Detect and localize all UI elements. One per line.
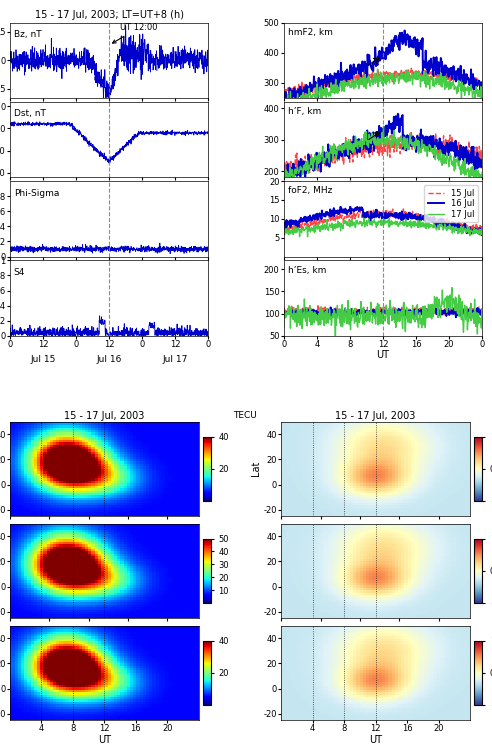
Text: Dst, nT: Dst, nT xyxy=(14,110,46,118)
Text: Phi-Sigma: Phi-Sigma xyxy=(14,189,59,198)
Text: Jul 17: Jul 17 xyxy=(162,355,188,364)
Title: 15 - 17 Jul, 2003; LT=UT+8 (h): 15 - 17 Jul, 2003; LT=UT+8 (h) xyxy=(34,10,184,20)
Y-axis label: Lat: Lat xyxy=(251,461,261,476)
Text: S4: S4 xyxy=(14,268,25,277)
Text: Jul 16: Jul 16 xyxy=(96,355,122,364)
X-axis label: UT: UT xyxy=(369,734,382,745)
X-axis label: UT: UT xyxy=(376,350,390,361)
Text: Jul 15: Jul 15 xyxy=(30,355,56,364)
Legend: 15 Jul, 16 Jul, 17 Jul: 15 Jul, 16 Jul, 17 Jul xyxy=(425,185,478,222)
Text: foF2, MHz: foF2, MHz xyxy=(288,186,332,195)
Text: hmF2, km: hmF2, km xyxy=(288,28,333,37)
Text: h’Es, km: h’Es, km xyxy=(288,266,326,274)
Text: TECU: TECU xyxy=(233,411,256,420)
Title: 15 - 17 Jul, 2003: 15 - 17 Jul, 2003 xyxy=(64,411,145,421)
Text: Bz, nT: Bz, nT xyxy=(14,30,41,39)
Text: h’F, km: h’F, km xyxy=(288,107,321,116)
X-axis label: UT: UT xyxy=(98,734,111,745)
Text: UT 12:00: UT 12:00 xyxy=(113,23,157,43)
Title: 15 - 17 Jul, 2003: 15 - 17 Jul, 2003 xyxy=(336,411,416,421)
